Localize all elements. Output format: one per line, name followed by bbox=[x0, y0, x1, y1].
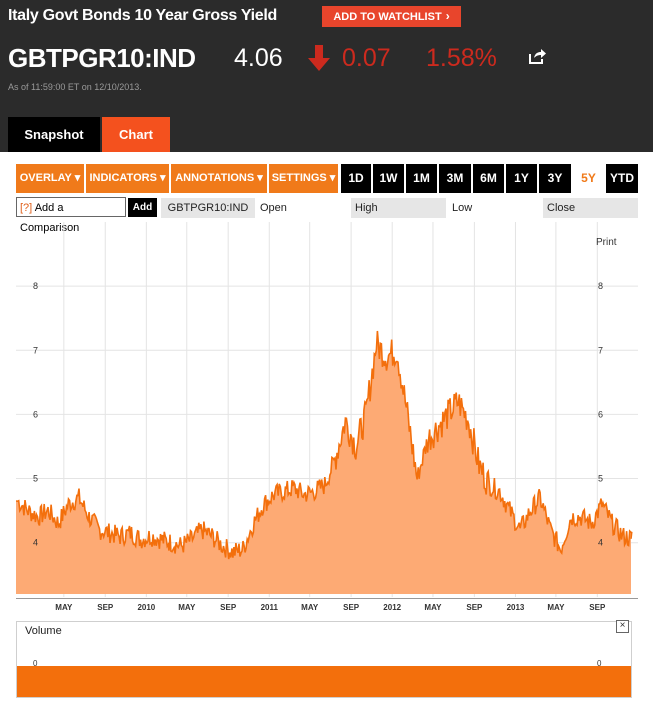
price-chart: 4 4 5 5 6 6 7 7 8 8 Print bbox=[16, 222, 638, 597]
range-3m[interactable]: 3M bbox=[439, 164, 471, 193]
ohlc-close: Close bbox=[543, 198, 638, 218]
range-ytd[interactable]: YTD bbox=[606, 164, 638, 193]
x-tick-label: SEP bbox=[466, 603, 483, 612]
x-tick-label: 2011 bbox=[261, 603, 279, 612]
help-icon[interactable]: [?] bbox=[20, 202, 33, 214]
comparison-symbol: GBTPGR10:IND bbox=[161, 198, 255, 218]
range-1w[interactable]: 1W bbox=[373, 164, 404, 193]
settings-menu[interactable]: SETTINGS ▾ bbox=[269, 164, 338, 193]
ticker-symbol: GBTPGR10:IND bbox=[8, 43, 196, 73]
price-line bbox=[16, 330, 633, 560]
x-tick-label: MAY bbox=[301, 603, 319, 612]
quote-header: Italy Govt Bonds 10 Year Gross Yield ADD… bbox=[0, 0, 653, 152]
volume-y-tick-left: 0 bbox=[33, 659, 38, 668]
add-button[interactable]: Add bbox=[128, 198, 157, 217]
y-tick-label-right: 6 bbox=[598, 409, 603, 419]
y-tick-label-left: 6 bbox=[33, 409, 38, 419]
y-tick-label-right: 8 bbox=[598, 281, 603, 291]
overlay-menu[interactable]: OVERLAY ▾ bbox=[16, 164, 84, 193]
range-3y[interactable]: 3Y bbox=[539, 164, 571, 193]
tab-chart[interactable]: Chart bbox=[102, 117, 170, 152]
range-5y[interactable]: 5Y bbox=[573, 164, 604, 193]
close-volume-icon[interactable]: × bbox=[616, 620, 629, 633]
x-tick-label: 2013 bbox=[507, 603, 525, 612]
x-tick-label: 2010 bbox=[137, 603, 155, 612]
volume-bars bbox=[17, 666, 631, 697]
page-title: Italy Govt Bonds 10 Year Gross Yield bbox=[8, 7, 278, 24]
volume-panel: Volume × 0 0 bbox=[16, 620, 632, 698]
y-tick-label-left: 4 bbox=[33, 538, 38, 548]
watchlist-button-label: ADD TO WATCHLIST bbox=[333, 11, 442, 23]
range-1y[interactable]: 1Y bbox=[506, 164, 537, 193]
add-comparison-label: Add a Comparison bbox=[20, 202, 80, 234]
x-tick-label: SEP bbox=[589, 603, 606, 612]
y-tick-label-right: 4 bbox=[598, 538, 603, 548]
x-tick-label: MAY bbox=[547, 603, 565, 612]
add-to-watchlist-button[interactable]: ADD TO WATCHLIST › bbox=[322, 6, 461, 27]
y-tick-label-left: 7 bbox=[33, 345, 38, 355]
x-tick-label: MAY bbox=[424, 603, 442, 612]
x-tick-label: SEP bbox=[97, 603, 114, 612]
y-tick-label-right: 7 bbox=[598, 345, 603, 355]
last-price: 4.06 bbox=[234, 44, 283, 72]
add-comparison-link[interactable]: [?] Add a Comparison bbox=[16, 197, 126, 234]
x-tick-label: SEP bbox=[220, 603, 237, 612]
indicators-menu[interactable]: INDICATORS ▾ bbox=[86, 164, 169, 193]
price-change: 0.07 bbox=[342, 44, 391, 72]
chevron-right-icon: › bbox=[445, 9, 450, 23]
ohlc-open: Open bbox=[256, 198, 350, 218]
ohlc-low: Low bbox=[448, 198, 542, 218]
range-6m[interactable]: 6M bbox=[473, 164, 504, 193]
x-tick-label: MAY bbox=[55, 603, 73, 612]
volume-y-tick-right: 0 bbox=[597, 659, 602, 668]
volume-label: Volume bbox=[25, 625, 62, 637]
price-change-percent: 1.58% bbox=[426, 44, 497, 72]
x-tick-label: MAY bbox=[178, 603, 196, 612]
y-tick-label-right: 5 bbox=[598, 474, 603, 484]
ohlc-high: High bbox=[351, 198, 446, 218]
price-area bbox=[16, 331, 632, 594]
annotations-menu[interactable]: ANNOTATIONS ▾ bbox=[171, 164, 267, 193]
as-of-timestamp: As of 11:59:00 ET on 12/10/2013. bbox=[8, 82, 142, 92]
print-link[interactable]: Print bbox=[596, 237, 617, 248]
range-1d[interactable]: 1D bbox=[341, 164, 371, 193]
tab-snapshot[interactable]: Snapshot bbox=[8, 117, 100, 152]
x-axis: MAY SEP 2010 MAY SEP 2011 MAY SEP 2012 MAY SEP 2013… bbox=[16, 598, 638, 612]
x-tick-label: SEP bbox=[343, 603, 360, 612]
x-tick-label: 2012 bbox=[383, 603, 401, 612]
down-arrow-icon bbox=[308, 45, 330, 71]
share-icon[interactable] bbox=[528, 48, 546, 64]
y-tick-label-left: 8 bbox=[33, 281, 38, 291]
y-tick-label-left: 5 bbox=[33, 474, 38, 484]
range-1m[interactable]: 1M bbox=[406, 164, 437, 193]
